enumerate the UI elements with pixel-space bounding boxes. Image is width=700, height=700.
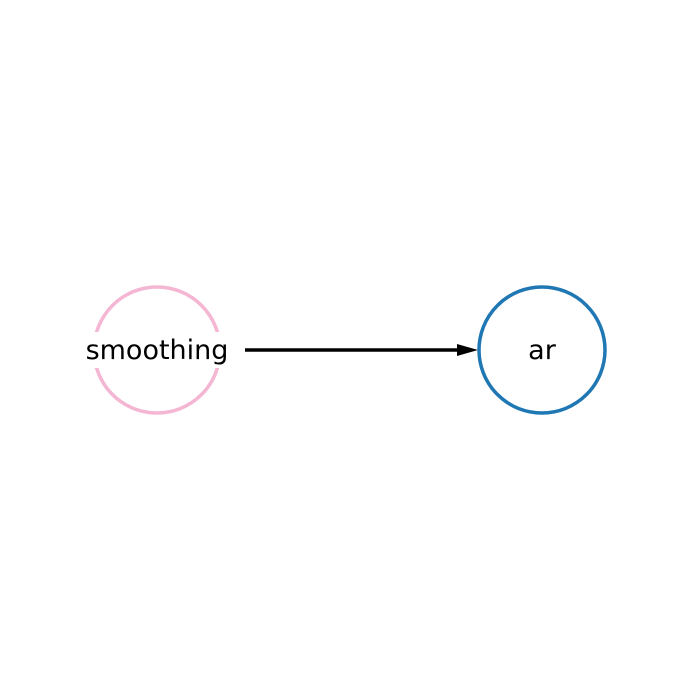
node-smoothing-label: smoothing xyxy=(86,335,229,366)
node-smoothing[interactable]: smoothing xyxy=(84,285,230,415)
node-ar[interactable]: ar xyxy=(477,285,607,415)
node-ar-label: ar xyxy=(528,335,557,366)
arrowhead-icon xyxy=(457,344,478,356)
node-ar-circle xyxy=(477,285,607,415)
node-smoothing-label-bg xyxy=(84,332,230,368)
edge-smoothing-to-ar xyxy=(245,344,478,356)
